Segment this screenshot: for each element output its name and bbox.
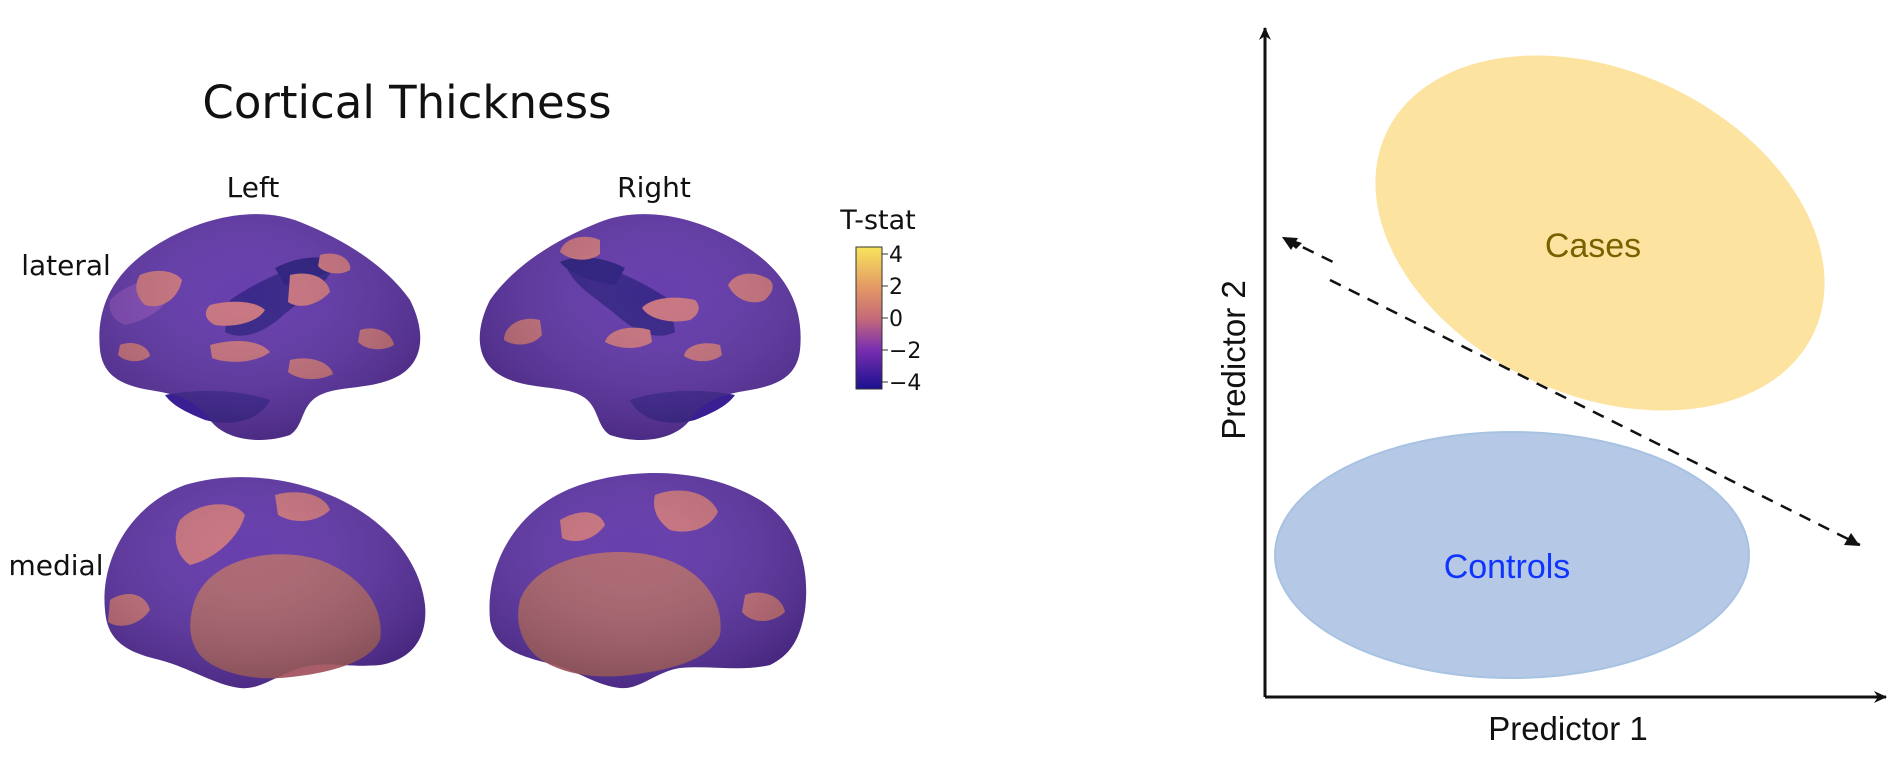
colorbar-title: T-stat <box>839 205 916 236</box>
brain-right-lateral <box>479 214 801 440</box>
controls-label: Controls <box>1444 548 1571 586</box>
cases-label: Cases <box>1545 227 1641 265</box>
x-axis-label: Predictor 1 <box>1488 710 1648 747</box>
brain-left-lateral <box>99 214 421 440</box>
dashed-direction-line <box>1329 278 1861 547</box>
colorbar-tick: 2 <box>889 275 903 300</box>
colorbar-tick: −2 <box>889 339 921 364</box>
colorbar-tick: 0 <box>889 307 903 332</box>
y-axis-label: Predictor 2 <box>1215 280 1252 440</box>
colorbar: T-stat 4 2 0 −2 −4 <box>839 205 921 396</box>
view-label-lateral: lateral <box>21 249 111 282</box>
colorbar-tick: −4 <box>889 371 921 396</box>
arrowhead-upper-left <box>1282 237 1298 250</box>
arrowhead-lower-right <box>1844 533 1860 546</box>
brain-right-medial <box>489 473 807 689</box>
hemisphere-label-left: Left <box>227 171 280 204</box>
brain-left-medial <box>104 477 426 689</box>
colorbar-gradient <box>855 246 883 390</box>
colorbar-tick: 4 <box>889 243 903 268</box>
cases-ellipse <box>1375 55 1825 411</box>
controls-ellipse <box>1274 431 1750 679</box>
brain-figure-title: Cortical Thickness <box>202 76 611 129</box>
view-label-medial: medial <box>9 549 104 582</box>
scatter-diagram: Cases Controls Predictor 1 Predictor 2 <box>1215 27 1887 747</box>
hemisphere-label-right: Right <box>617 171 691 204</box>
